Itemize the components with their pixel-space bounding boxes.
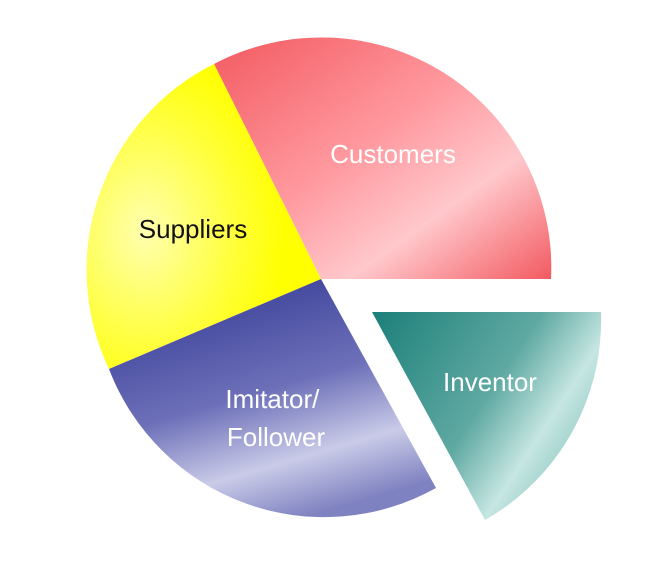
imitator-label-line-1: Imitator/ [225, 384, 320, 414]
segment-imitator-follower: Imitator/ Follower [109, 279, 436, 518]
inventor-slice [372, 312, 602, 520]
inventor-label: Inventor [443, 367, 537, 397]
customers-slice [214, 37, 552, 279]
segment-suppliers: Suppliers [86, 64, 322, 369]
segment-customers: Customers [214, 37, 552, 279]
suppliers-label: Suppliers [139, 214, 247, 244]
suppliers-slice [86, 64, 322, 369]
imitator-label-line-2: Follower [227, 422, 326, 452]
customers-label: Customers [330, 139, 456, 169]
imitator-label: Imitator/ Follower [225, 384, 326, 452]
segment-inventor: Inventor [372, 312, 602, 520]
imitator-follower-slice [109, 279, 436, 518]
